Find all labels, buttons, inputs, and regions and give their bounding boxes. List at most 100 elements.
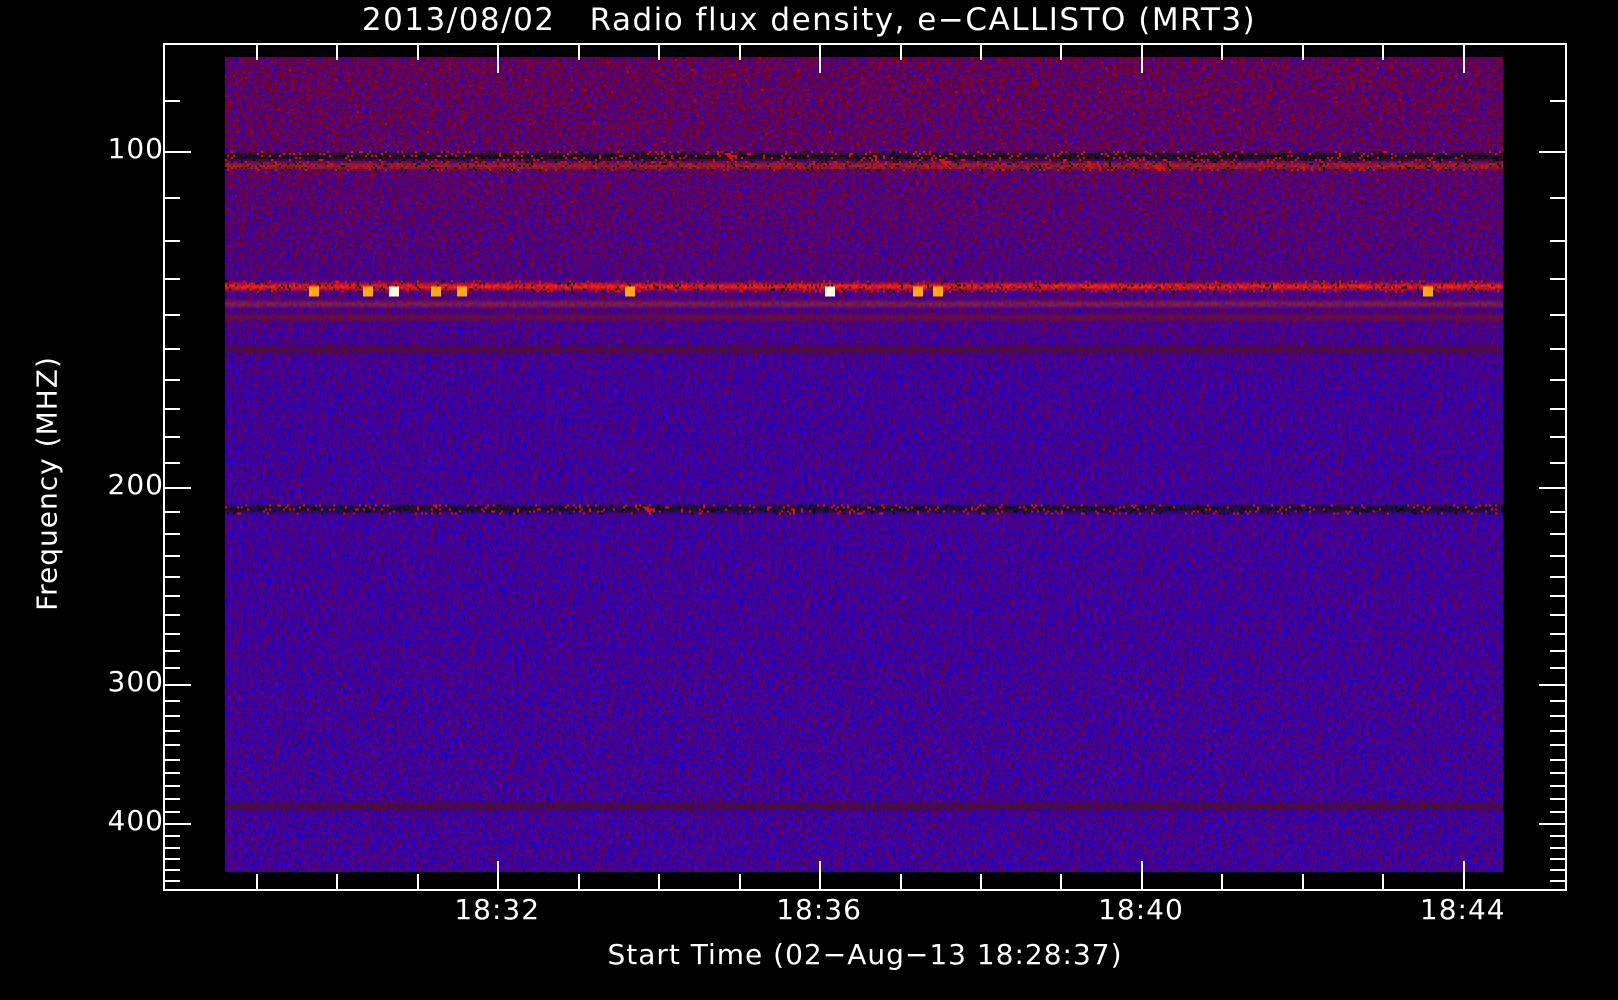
x-tick-top-32 bbox=[497, 45, 499, 73]
y-tick-right-290 bbox=[1550, 667, 1565, 669]
y-tick-150 bbox=[165, 348, 180, 350]
x-tick-top-42 bbox=[1302, 45, 1304, 60]
x-tick-32 bbox=[497, 861, 499, 889]
y-tick-right-400 bbox=[1539, 823, 1565, 825]
y-tick-250 bbox=[165, 595, 180, 597]
y-tick-100 bbox=[165, 151, 191, 153]
x-tick-34 bbox=[658, 874, 660, 889]
y-tick-310 bbox=[165, 700, 180, 702]
x-tick-39 bbox=[1060, 874, 1062, 889]
y-tick-420 bbox=[165, 847, 180, 849]
y-tick-right-130 bbox=[1550, 278, 1565, 280]
y-tick-right-360 bbox=[1550, 772, 1565, 774]
y-tick-230 bbox=[165, 555, 180, 557]
y-tick-right-190 bbox=[1550, 462, 1565, 464]
y-tick-right-150 bbox=[1550, 348, 1565, 350]
x-tick-37 bbox=[900, 874, 902, 889]
y-tick-right-410 bbox=[1550, 835, 1565, 837]
y-tick-350 bbox=[165, 759, 180, 761]
x-tick-top-33 bbox=[578, 45, 580, 60]
chart-title: 2013/08/02 Radio flux density, e−CALLIST… bbox=[361, 2, 1257, 38]
y-tick-label-400: 400 bbox=[107, 804, 164, 838]
y-tick-right-170 bbox=[1550, 408, 1565, 410]
y-tick-110 bbox=[165, 197, 180, 199]
x-tick-top-29 bbox=[256, 45, 258, 60]
y-tick-210 bbox=[165, 511, 180, 513]
x-tick-top-37 bbox=[900, 45, 902, 60]
x-tick-29 bbox=[256, 874, 258, 889]
y-tick-290 bbox=[165, 667, 180, 669]
y-tick-180 bbox=[165, 436, 180, 438]
y-tick-120 bbox=[165, 240, 180, 242]
y-tick-right-240 bbox=[1550, 576, 1565, 578]
y-tick-right-370 bbox=[1550, 785, 1565, 787]
y-tick-320 bbox=[165, 715, 180, 717]
y-tick-410 bbox=[165, 835, 180, 837]
x-tick-top-35 bbox=[739, 45, 741, 60]
x-tick-36 bbox=[819, 861, 821, 889]
x-tick-label-18-36: 18:36 bbox=[776, 893, 862, 926]
y-tick-280 bbox=[165, 650, 180, 652]
y-tick-380 bbox=[165, 798, 180, 800]
y-tick-right-100 bbox=[1539, 151, 1565, 153]
y-tick-140 bbox=[165, 314, 180, 316]
x-tick-top-40 bbox=[1141, 45, 1143, 73]
x-tick-44 bbox=[1463, 861, 1465, 889]
y-tick-right-320 bbox=[1550, 715, 1565, 717]
y-tick-right-230 bbox=[1550, 555, 1565, 557]
x-tick-top-41 bbox=[1221, 45, 1223, 60]
y-tick-right-300 bbox=[1539, 684, 1565, 686]
y-tick-170 bbox=[165, 408, 180, 410]
y-tick-right-270 bbox=[1550, 633, 1565, 635]
y-tick-right-280 bbox=[1550, 650, 1565, 652]
x-tick-top-43 bbox=[1382, 45, 1384, 60]
y-tick-right-260 bbox=[1550, 614, 1565, 616]
spectrogram-image bbox=[225, 57, 1503, 872]
x-tick-38 bbox=[980, 874, 982, 889]
x-tick-label-18-32: 18:32 bbox=[454, 893, 541, 926]
y-tick-right-250 bbox=[1550, 595, 1565, 597]
y-tick-right-90 bbox=[1550, 100, 1565, 102]
y-tick-370 bbox=[165, 785, 180, 787]
x-tick-top-38 bbox=[980, 45, 982, 60]
x-tick-top-34 bbox=[658, 45, 660, 60]
y-tick-220 bbox=[165, 533, 180, 535]
y-tick-right-310 bbox=[1550, 700, 1565, 702]
y-tick-right-110 bbox=[1550, 197, 1565, 199]
y-tick-430 bbox=[165, 858, 180, 860]
y-tick-right-390 bbox=[1550, 811, 1565, 813]
y-tick-right-180 bbox=[1550, 436, 1565, 438]
x-tick-top-30 bbox=[336, 45, 338, 60]
x-tick-41 bbox=[1221, 874, 1223, 889]
x-axis-title: Start Time (02−Aug−13 18:28:37) bbox=[607, 938, 1123, 971]
y-tick-400 bbox=[165, 823, 191, 825]
y-tick-270 bbox=[165, 633, 180, 635]
y-tick-300 bbox=[165, 684, 191, 686]
y-tick-right-380 bbox=[1550, 798, 1565, 800]
x-tick-top-31 bbox=[417, 45, 419, 60]
y-tick-label-300: 300 bbox=[107, 664, 164, 698]
y-tick-right-440 bbox=[1550, 869, 1565, 871]
x-tick-30 bbox=[336, 874, 338, 889]
y-tick-right-120 bbox=[1550, 240, 1565, 242]
y-tick-right-420 bbox=[1550, 847, 1565, 849]
x-tick-label-18-40: 18:40 bbox=[1098, 893, 1184, 926]
x-tick-label-18-44: 18:44 bbox=[1419, 893, 1506, 926]
y-axis-title: Frequency (MHZ) bbox=[30, 356, 64, 611]
y-tick-330 bbox=[165, 730, 180, 732]
x-tick-43 bbox=[1382, 874, 1384, 889]
y-tick-190 bbox=[165, 462, 180, 464]
y-tick-right-340 bbox=[1550, 744, 1565, 746]
y-tick-130 bbox=[165, 278, 180, 280]
y-tick-right-210 bbox=[1550, 511, 1565, 513]
y-tick-right-450 bbox=[1550, 880, 1565, 882]
y-tick-right-330 bbox=[1550, 730, 1565, 732]
x-tick-top-39 bbox=[1060, 45, 1062, 60]
y-tick-right-220 bbox=[1550, 533, 1565, 535]
y-tick-200 bbox=[165, 487, 191, 489]
y-tick-360 bbox=[165, 772, 180, 774]
x-tick-top-44 bbox=[1463, 45, 1465, 73]
y-tick-450 bbox=[165, 880, 180, 882]
y-tick-160 bbox=[165, 379, 180, 381]
